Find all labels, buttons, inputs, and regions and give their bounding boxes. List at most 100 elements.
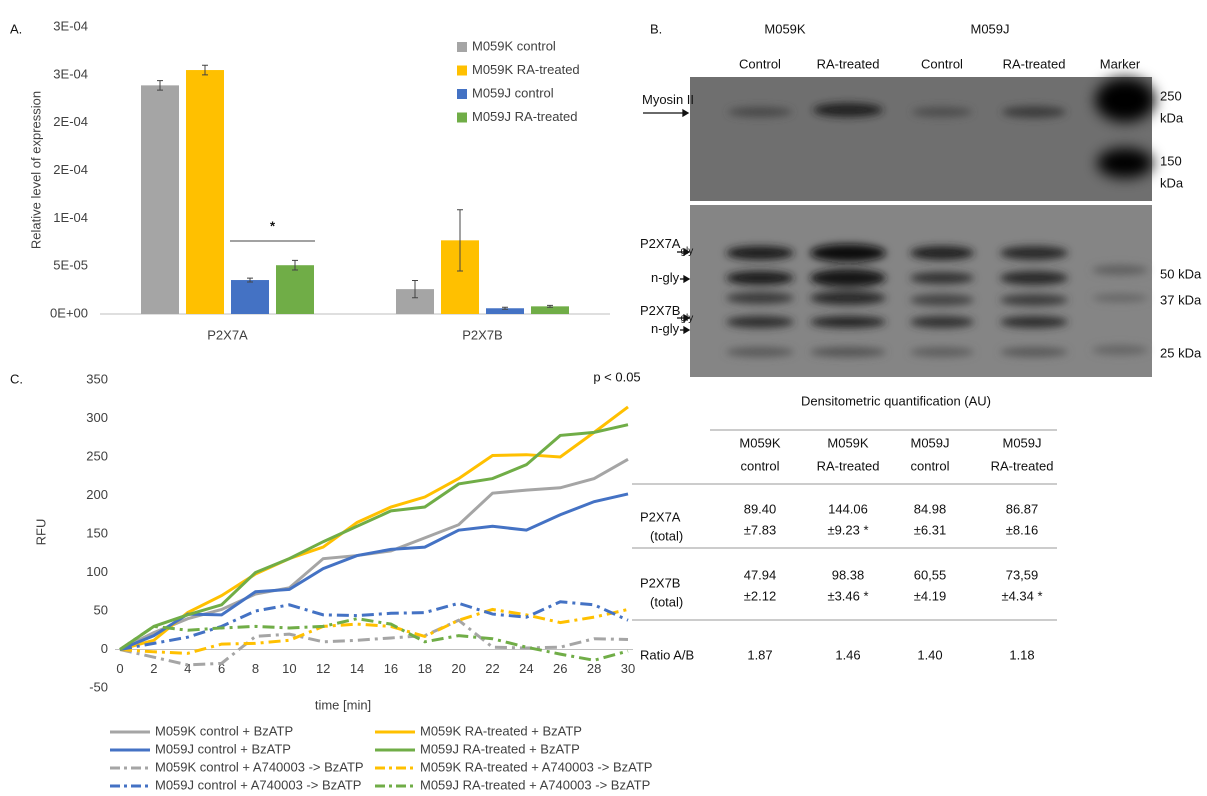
- series-line: [120, 620, 628, 665]
- legend-label: M059K control + A740003 -> BzATP: [155, 759, 364, 774]
- x-tick-label: 10: [282, 661, 296, 676]
- cell-sd: ±2.12: [744, 588, 776, 603]
- cell-sd: ±6.31: [914, 522, 946, 537]
- y-tick-label: 300: [86, 410, 108, 425]
- group-label: M059K: [764, 21, 806, 36]
- cell-sd: ±4.34 *: [1001, 588, 1042, 603]
- cell-sd: ±8.16: [1006, 522, 1038, 537]
- cell-value: 73,59: [1006, 567, 1039, 582]
- panel-label: B.: [650, 21, 662, 36]
- cell-value: 89.40: [744, 501, 777, 516]
- band-label-main: P2X7B: [640, 303, 680, 318]
- legend-label: M059J control: [472, 85, 554, 100]
- y-tick-label: 5E-05: [53, 258, 88, 273]
- legend-label: M059J RA-treated: [472, 109, 578, 124]
- band-label-main: n-gly: [651, 321, 680, 336]
- table-title: Densitometric quantification (AU): [801, 393, 991, 408]
- y-tick-label: 0: [101, 641, 108, 656]
- legend-label: M059K RA-treated + A740003 -> BzATP: [420, 759, 652, 774]
- cell-sd: ±7.83: [744, 522, 776, 537]
- column-header: M059K: [827, 435, 869, 450]
- x-tick-label: 2: [150, 661, 157, 676]
- cell-value: 84.98: [914, 501, 947, 516]
- cell-value: 86.87: [1006, 501, 1039, 516]
- significance: *: [270, 218, 276, 233]
- legend-label: M059J RA-treated + A740003 -> BzATP: [420, 777, 650, 792]
- legend-label: M059K control: [472, 38, 556, 53]
- legend-swatch: [457, 42, 467, 52]
- band-label-main: n-gly: [651, 270, 680, 285]
- lane-label: Control: [921, 56, 963, 71]
- legend-label: M059K RA-treated: [472, 62, 580, 77]
- column-header: M059J: [910, 435, 949, 450]
- x-tick-label: 28: [587, 661, 601, 676]
- x-tick-label: P2X7A: [207, 327, 248, 342]
- cell-value: 1.18: [1009, 647, 1034, 662]
- band-label-main: Myosin II: [642, 92, 694, 107]
- cell-sd: ±3.46 *: [827, 588, 868, 603]
- y-tick-label: 3E-04: [53, 18, 88, 33]
- cell-value: 47.94: [744, 567, 777, 582]
- legend-label: M059J RA-treated + BzATP: [420, 741, 580, 756]
- band-label: Myosin II: [642, 92, 694, 107]
- y-tick-label: 2E-04: [53, 114, 88, 129]
- x-tick-label: 0: [116, 661, 123, 676]
- column-header: control: [740, 458, 779, 473]
- band-label: n-gly: [651, 321, 680, 336]
- y-tick-label: 3E-04: [53, 66, 88, 81]
- lane-label: Control: [739, 56, 781, 71]
- column-header: RA-treated: [817, 458, 880, 473]
- column-header: RA-treated: [991, 458, 1054, 473]
- row-label: Ratio A/B: [640, 647, 694, 662]
- legend-label: M059K RA-treated + BzATP: [420, 723, 582, 738]
- legend-label: M059K control + BzATP: [155, 723, 293, 738]
- lane-label: RA-treated: [1003, 56, 1066, 71]
- x-tick-label: 24: [519, 661, 533, 676]
- bar: [231, 280, 269, 314]
- band-label-sub: gly: [680, 246, 693, 257]
- y-tick-label: -50: [89, 679, 108, 694]
- band-label: P2X7Agly: [640, 236, 693, 256]
- legend-swatch: [457, 66, 467, 76]
- bar: [141, 85, 179, 314]
- marker-label: 25 kDa: [1160, 345, 1202, 360]
- column-header: control: [910, 458, 949, 473]
- y-tick-label: 350: [86, 371, 108, 386]
- y-axis-label: Relative level of expression: [28, 91, 43, 249]
- lane-label: Marker: [1100, 56, 1141, 71]
- marker-label: 37 kDa: [1160, 292, 1202, 307]
- group-label: M059J: [970, 21, 1009, 36]
- legend-swatch: [457, 89, 467, 99]
- row-sublabel: (total): [650, 528, 683, 543]
- marker-label: kDa: [1160, 175, 1184, 190]
- y-tick-label: 0E+00: [50, 305, 88, 320]
- x-tick-label: 30: [621, 661, 635, 676]
- legend-label: M059J control + BzATP: [155, 741, 291, 756]
- marker-label: 150: [1160, 153, 1182, 168]
- band-label-sub: gly: [680, 313, 693, 324]
- y-tick-label: 50: [94, 602, 108, 617]
- annotation: p < 0.05: [593, 369, 640, 384]
- x-tick-label: 12: [316, 661, 330, 676]
- cell-value: 144.06: [828, 501, 868, 516]
- blot-images: [643, 77, 1155, 377]
- x-tick-label: 26: [553, 661, 567, 676]
- panel-label: A.: [10, 21, 22, 36]
- band-label: n-gly: [651, 270, 680, 285]
- legend-label: M059J control + A740003 -> BzATP: [155, 777, 361, 792]
- cell-value: 60,55: [914, 567, 947, 582]
- row-sublabel: (total): [650, 594, 683, 609]
- cell-sd: ±4.19: [914, 588, 946, 603]
- row-label: P2X7B: [640, 575, 680, 590]
- y-axis-label: RFU: [33, 519, 48, 546]
- column-header: M059J: [1002, 435, 1041, 450]
- y-tick-label: 2E-04: [53, 162, 88, 177]
- x-tick-label: 18: [418, 661, 432, 676]
- bar: [276, 265, 314, 314]
- marker-label: kDa: [1160, 110, 1184, 125]
- figure: A. Relative level of expression 0E+00 5E-05…: [0, 0, 1207, 796]
- x-axis-label: time [min]: [315, 697, 371, 712]
- band-label-main: P2X7A: [640, 236, 681, 251]
- x-tick-label: 4: [184, 661, 191, 676]
- y-tick-label: 150: [86, 525, 108, 540]
